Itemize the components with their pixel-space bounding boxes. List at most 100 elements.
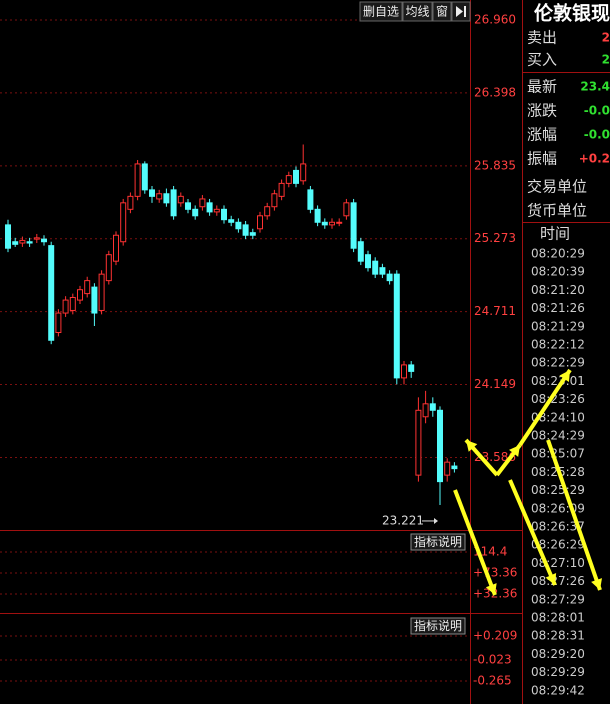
- overlay-arrow: [518, 368, 572, 447]
- trade-time: 08:20:29: [531, 247, 585, 261]
- low-annotation: 23.221: [382, 513, 424, 527]
- candle-body: [264, 206, 271, 217]
- candle-body: [141, 163, 148, 191]
- trade-time: 08:24:10: [531, 410, 585, 424]
- quote-value: 2: [602, 53, 610, 67]
- overlay-arrowhead: [509, 445, 520, 457]
- quote-title: 伦敦银现: [534, 2, 610, 25]
- trade-time: 08:23:26: [531, 392, 585, 406]
- quote-label: 涨幅: [527, 126, 557, 144]
- quote-label: 货币单位: [527, 202, 587, 220]
- candle-body: [98, 273, 105, 311]
- candle-body: [401, 364, 407, 379]
- trade-time: 08:26:29: [531, 538, 585, 552]
- candle-body: [170, 189, 177, 217]
- trade-time: 08:21:29: [531, 319, 585, 333]
- candle-body: [249, 232, 256, 236]
- candle-body: [285, 175, 292, 184]
- indicator-tick-label: +73.36: [473, 566, 517, 580]
- indicator-button[interactable]: [410, 533, 466, 551]
- candle-body: [192, 208, 199, 217]
- y-tick-label: 25.273: [474, 231, 516, 245]
- candle-body: [444, 461, 451, 476]
- indicator-button-label[interactable]: 指标说明: [414, 534, 462, 549]
- toolbar-label[interactable]: 窗: [436, 5, 448, 19]
- candle-body: [62, 299, 69, 314]
- candle-body: [19, 239, 26, 244]
- toolbar-label[interactable]: 均线: [405, 5, 429, 19]
- candle-body: [408, 364, 415, 372]
- indicator-tick-label: -0.265: [473, 674, 512, 688]
- toolbar-button[interactable]: [432, 1, 452, 22]
- indicator-button-label[interactable]: 指标说明: [414, 618, 462, 633]
- candle-body: [12, 241, 19, 245]
- candle-body: [48, 245, 55, 341]
- candle-body: [156, 193, 163, 200]
- candle-body: [77, 289, 83, 301]
- candle-body: [300, 163, 307, 182]
- y-tick-label: 26.398: [474, 85, 516, 99]
- candle-body: [33, 237, 40, 240]
- trade-time: 08:22:29: [531, 356, 585, 370]
- overlay-arrowhead: [466, 440, 478, 452]
- trade-time: 08:29:20: [531, 647, 585, 661]
- candle-body: [84, 280, 91, 295]
- candle-body: [163, 193, 170, 204]
- candle-body: [242, 224, 249, 236]
- trade-time: 08:27:10: [531, 556, 585, 570]
- trade-time: 08:21:26: [531, 301, 585, 315]
- candle-body: [105, 254, 112, 282]
- candle-body: [235, 221, 242, 230]
- overlay-arrowhead: [591, 578, 602, 590]
- trade-time: 08:26:37: [531, 520, 585, 534]
- candle-body: [429, 403, 436, 411]
- quote-value: 2: [602, 31, 610, 45]
- toolbar-button[interactable]: [402, 1, 433, 22]
- candle-body: [41, 238, 47, 243]
- toolbar-button[interactable]: [359, 1, 403, 22]
- candle-body: [120, 202, 127, 243]
- indicator-button[interactable]: [410, 617, 466, 635]
- overlay-arrowhead: [545, 573, 557, 585]
- quote-label: 涨跌: [527, 102, 557, 120]
- y-tick-label: 24.711: [474, 304, 516, 318]
- overlay-arrowhead: [559, 370, 570, 382]
- trade-time: 08:29:42: [531, 683, 585, 697]
- candle-body: [437, 409, 443, 483]
- trade-time: 08:20:39: [531, 265, 585, 279]
- candle-body: [365, 254, 371, 269]
- y-tick-label: 25.835: [474, 158, 516, 172]
- quote-label: 振幅: [527, 150, 557, 168]
- overlay-arrow: [453, 489, 497, 596]
- candle-body: [321, 221, 328, 226]
- candle-body: [257, 215, 263, 230]
- candle-body: [393, 273, 400, 379]
- quote-label: 交易单位: [527, 178, 587, 196]
- trade-time: 08:26:09: [531, 501, 585, 515]
- candle-body: [228, 219, 235, 223]
- candle-body: [91, 286, 98, 314]
- quote-value: 23.4: [580, 80, 610, 94]
- candle-body: [379, 267, 386, 275]
- candle-body: [134, 163, 141, 197]
- toolbar-label[interactable]: 删自选: [363, 5, 399, 19]
- candle-body: [113, 234, 119, 262]
- candle-body: [336, 221, 343, 224]
- candle-body: [451, 465, 458, 470]
- candle-body: [307, 189, 314, 210]
- candle-body: [415, 409, 422, 476]
- quote-value: +0.2: [579, 152, 610, 166]
- trade-time: 08:28:31: [531, 629, 585, 643]
- y-tick-label: 24.149: [474, 377, 516, 391]
- candle-body: [350, 202, 357, 249]
- candle-body: [314, 208, 321, 223]
- candle-body: [271, 193, 278, 208]
- candle-body: [149, 189, 155, 197]
- trade-time: 08:27:26: [531, 574, 585, 588]
- candle-body: [177, 195, 184, 204]
- trade-time: 08:23:01: [531, 374, 585, 388]
- overlay-arrow: [546, 439, 602, 591]
- trade-time: 08:24:29: [531, 429, 585, 443]
- trade-time: 08:29:29: [531, 665, 585, 679]
